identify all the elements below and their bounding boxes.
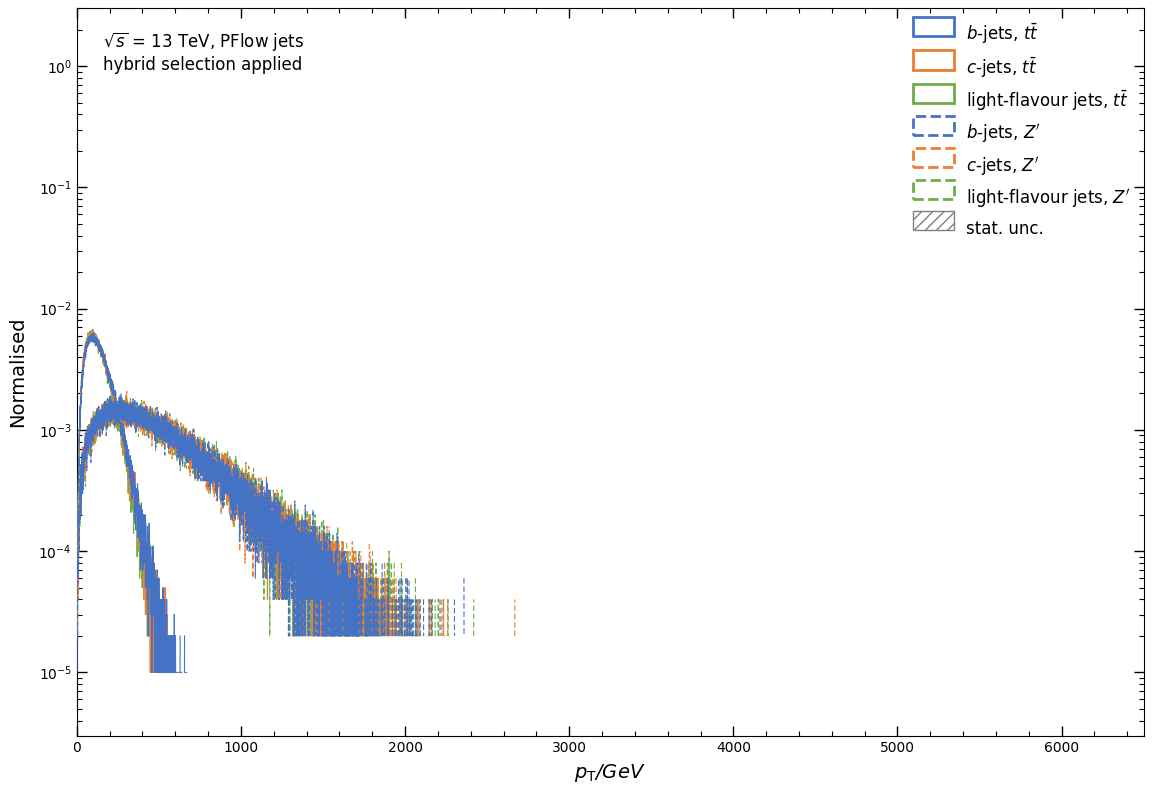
X-axis label: $p_{\mathrm{T}}$/GeV: $p_{\mathrm{T}}$/GeV (575, 762, 646, 783)
Y-axis label: Normalised: Normalised (8, 317, 28, 428)
Legend: $b$-jets, $t\bar{t}$, $c$-jets, $t\bar{t}$, light-flavour jets, $t\bar{t}$, $b$-: $b$-jets, $t\bar{t}$, $c$-jets, $t\bar{t… (905, 15, 1137, 245)
Text: $\sqrt{s}$ = 13 TeV, PFlow jets
hybrid selection applied: $\sqrt{s}$ = 13 TeV, PFlow jets hybrid s… (104, 30, 304, 74)
